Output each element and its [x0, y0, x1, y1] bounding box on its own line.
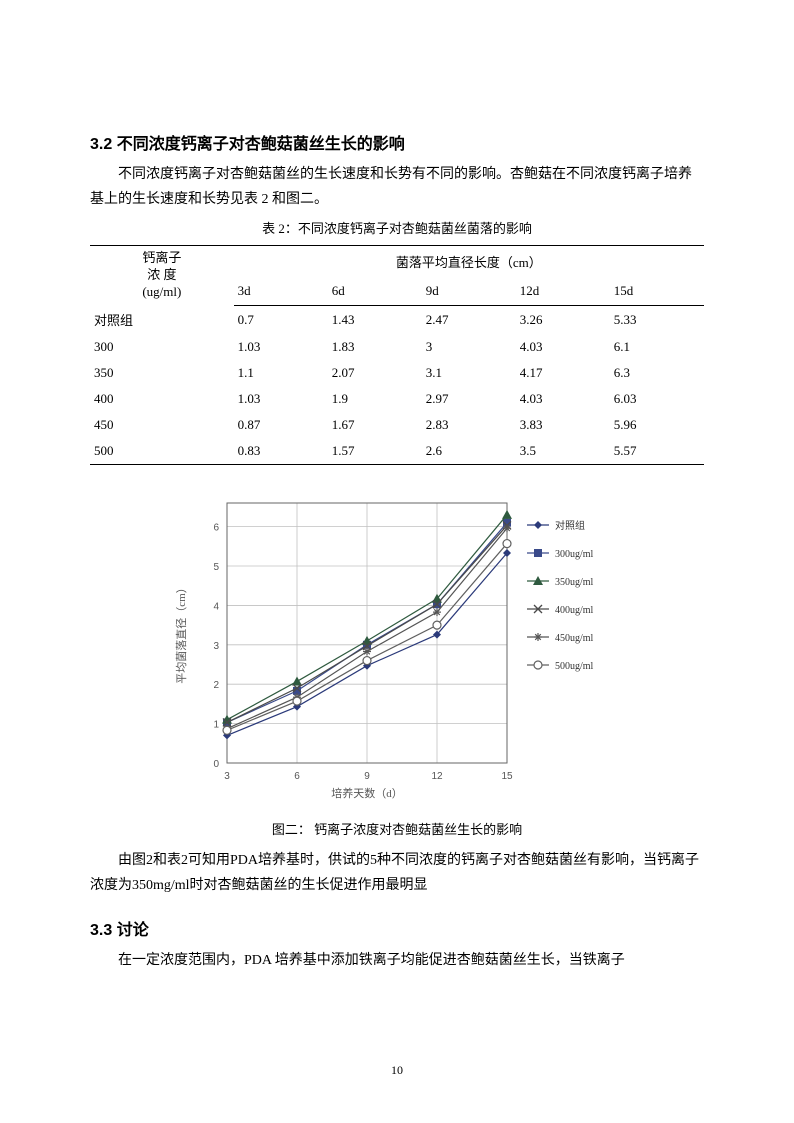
table-row-label: 400 — [90, 386, 234, 412]
table-cell: 6.1 — [610, 334, 704, 360]
table-cell: 1.1 — [234, 360, 328, 386]
table-2-col: 15d — [610, 277, 704, 305]
table-2-col: 6d — [328, 277, 422, 305]
table-cell: 2.97 — [422, 386, 516, 412]
table-2-rowhead: 钙离子 浓 度 (ug/ml) — [90, 246, 234, 305]
table-cell: 3.5 — [516, 438, 610, 465]
table-cell: 3.83 — [516, 412, 610, 438]
svg-text:300ug/ml: 300ug/ml — [555, 549, 594, 560]
section-3-3-heading: 3.3 讨论 — [90, 916, 704, 940]
table-row-label: 500 — [90, 438, 234, 465]
table-cell: 2.07 — [328, 360, 422, 386]
table-2-spanhead: 菌落平均直径长度（cm） — [234, 246, 704, 277]
table-row: 4001.031.92.974.036.03 — [90, 386, 704, 412]
svg-text:平均菌落直径（cm）: 平均菌落直径（cm） — [174, 582, 188, 683]
table-cell: 3.26 — [516, 305, 610, 334]
table-cell: 5.96 — [610, 412, 704, 438]
svg-text:400ug/ml: 400ug/ml — [555, 605, 594, 616]
svg-text:6: 6 — [294, 771, 300, 782]
table-row: 对照组0.71.432.473.265.33 — [90, 305, 704, 334]
svg-text:1: 1 — [213, 720, 219, 731]
chart-svg: 01234563691215培养天数（d）平均菌落直径（cm）对照组300ug/… — [157, 485, 637, 815]
table-cell: 4.17 — [516, 360, 610, 386]
table-row-label: 450 — [90, 412, 234, 438]
table-cell: 6.3 — [610, 360, 704, 386]
svg-text:5: 5 — [213, 562, 219, 573]
svg-text:6: 6 — [213, 523, 219, 534]
svg-text:3: 3 — [224, 771, 230, 782]
table-row-label: 350 — [90, 360, 234, 386]
table-row: 3001.031.8334.036.1 — [90, 334, 704, 360]
table-2-body: 对照组0.71.432.473.265.333001.031.8334.036.… — [90, 305, 704, 465]
svg-text:培养天数（d）: 培养天数（d） — [331, 786, 403, 800]
table-cell: 4.03 — [516, 334, 610, 360]
table-row: 5000.831.572.63.55.57 — [90, 438, 704, 465]
table-cell: 1.9 — [328, 386, 422, 412]
table-2: 钙离子 浓 度 (ug/ml) 菌落平均直径长度（cm） 3d6d9d12d15… — [90, 245, 704, 465]
svg-text:3: 3 — [213, 641, 219, 652]
table-2-col: 12d — [516, 277, 610, 305]
table-cell: 2.6 — [422, 438, 516, 465]
table-cell: 5.33 — [610, 305, 704, 334]
table-cell: 2.83 — [422, 412, 516, 438]
svg-text:对照组: 对照组 — [555, 519, 585, 532]
table-row: 4500.871.672.833.835.96 — [90, 412, 704, 438]
chart-conclusion: 由图2和表2可知用PDA培养基时，供试的5种不同浓度的钙离子对杏鲍菇菌丝有影响，… — [90, 848, 704, 898]
table-cell: 0.7 — [234, 305, 328, 334]
section-3-2-heading: 3.2 不同浓度钙离子对杏鲍菇菌丝生长的影响 — [90, 130, 704, 154]
table-cell: 3 — [422, 334, 516, 360]
page-number: 10 — [0, 1063, 794, 1078]
table-cell: 5.57 — [610, 438, 704, 465]
table-2-head: 钙离子 浓 度 (ug/ml) 菌落平均直径长度（cm） 3d6d9d12d15… — [90, 246, 704, 305]
table-cell: 1.57 — [328, 438, 422, 465]
table-cell: 2.47 — [422, 305, 516, 334]
table-2-col: 3d — [234, 277, 328, 305]
svg-text:2: 2 — [213, 680, 219, 691]
svg-text:0: 0 — [213, 759, 219, 770]
table-cell: 3.1 — [422, 360, 516, 386]
table-cell: 6.03 — [610, 386, 704, 412]
table-cell: 0.87 — [234, 412, 328, 438]
table-2-col: 9d — [422, 277, 516, 305]
table-row: 3501.12.073.14.176.3 — [90, 360, 704, 386]
section-3-2-para: 不同浓度钙离子对杏鲍菇菌丝的生长速度和长势有不同的影响。杏鲍菇在不同浓度钙离子培… — [90, 162, 704, 212]
section-3-3-para: 在一定浓度范围内，PDA 培养基中添加铁离子均能促进杏鲍菇菌丝生长，当铁离子 — [90, 948, 704, 973]
table-row-label: 300 — [90, 334, 234, 360]
table-cell: 1.03 — [234, 386, 328, 412]
figure-2-caption: 图二： 钙离子浓度对杏鲍菇菌丝生长的影响 — [90, 819, 704, 838]
table-cell: 1.83 — [328, 334, 422, 360]
svg-text:15: 15 — [501, 771, 513, 782]
table-row-label: 对照组 — [90, 305, 234, 334]
table-cell: 1.67 — [328, 412, 422, 438]
svg-text:450ug/ml: 450ug/ml — [555, 633, 594, 644]
svg-text:9: 9 — [364, 771, 370, 782]
figure-2-chart: 01234563691215培养天数（d）平均菌落直径（cm）对照组300ug/… — [157, 485, 637, 815]
svg-text:12: 12 — [431, 771, 443, 782]
table-cell: 4.03 — [516, 386, 610, 412]
table-2-caption: 表 2：不同浓度钙离子对杏鲍菇菌丝菌落的影响 — [90, 218, 704, 237]
page-container: 3.2 不同浓度钙离子对杏鲍菇菌丝生长的影响 不同浓度钙离子对杏鲍菇菌丝的生长速… — [0, 0, 794, 1123]
table-cell: 1.03 — [234, 334, 328, 360]
table-cell: 0.83 — [234, 438, 328, 465]
svg-text:350ug/ml: 350ug/ml — [555, 577, 594, 588]
table-cell: 1.43 — [328, 305, 422, 334]
svg-text:4: 4 — [213, 601, 219, 612]
svg-text:500ug/ml: 500ug/ml — [555, 661, 594, 672]
